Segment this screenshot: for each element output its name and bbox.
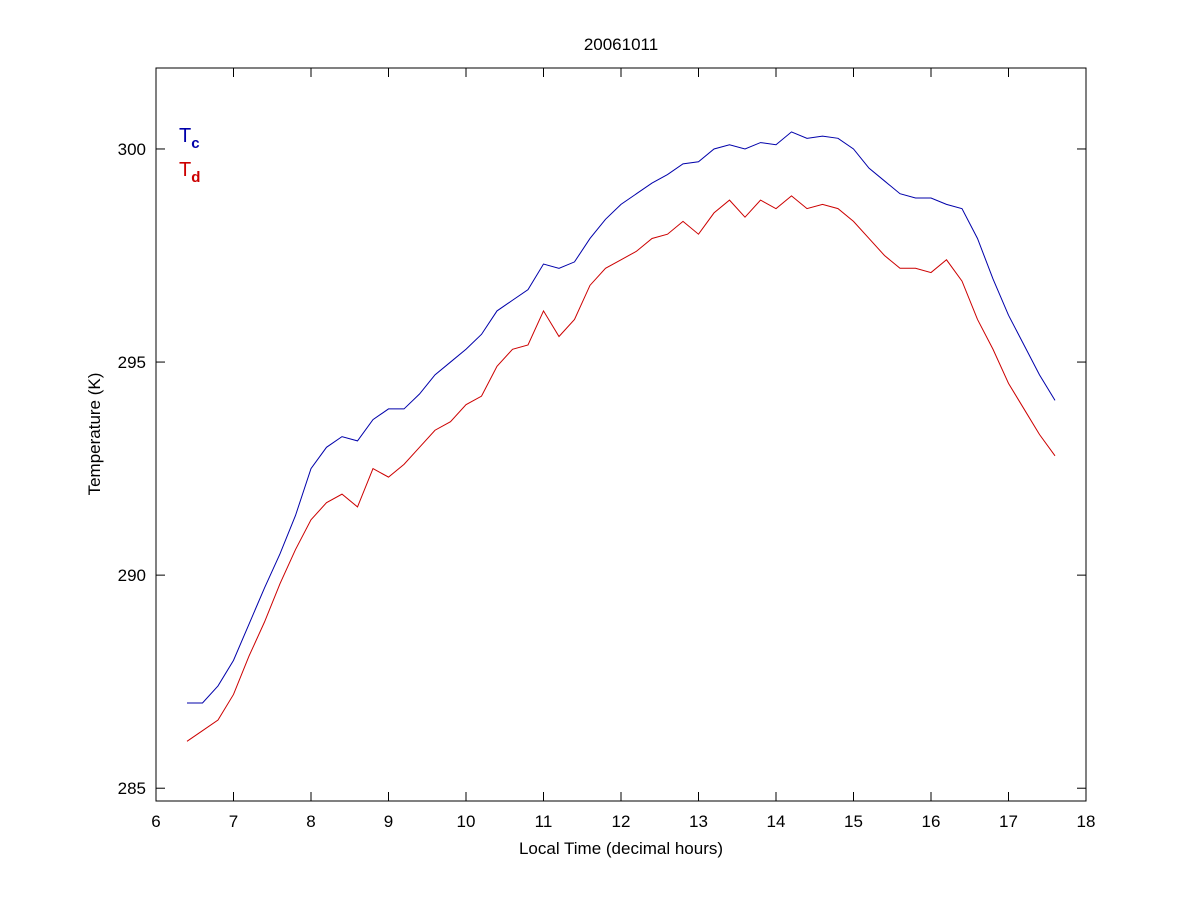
legend-name: T bbox=[179, 159, 191, 181]
x-tick-label: 12 bbox=[612, 812, 631, 831]
y-tick-label: 285 bbox=[118, 779, 146, 798]
x-tick-label: 9 bbox=[384, 812, 393, 831]
x-tick-label: 14 bbox=[767, 812, 786, 831]
y-tick-label: 300 bbox=[118, 140, 146, 159]
y-tick-label: 295 bbox=[118, 353, 146, 372]
x-tick-label: 18 bbox=[1077, 812, 1096, 831]
plot-area bbox=[155, 67, 1087, 802]
data-line bbox=[187, 131, 1056, 704]
x-tick-label: 6 bbox=[151, 812, 160, 831]
x-tick-label: 15 bbox=[844, 812, 863, 831]
x-tick-label: 8 bbox=[306, 812, 315, 831]
x-tick-label: 7 bbox=[229, 812, 238, 831]
x-tick-label: 13 bbox=[689, 812, 708, 831]
legend-entry: Td bbox=[179, 159, 200, 186]
legend-entry: Tc bbox=[179, 125, 200, 152]
x-tick-label: 17 bbox=[999, 812, 1018, 831]
x-tick-label: 10 bbox=[457, 812, 476, 831]
legend-name: T bbox=[179, 125, 191, 147]
chart-title: 20061011 bbox=[584, 35, 658, 54]
x-tick-label: 16 bbox=[922, 812, 941, 831]
x-axis-label: Local Time (decimal hours) bbox=[519, 839, 723, 858]
data-line bbox=[186, 195, 1056, 742]
legend-subscript: d bbox=[191, 169, 200, 186]
x-tick-label: 11 bbox=[535, 812, 553, 831]
y-tick-label: 290 bbox=[118, 566, 146, 585]
legend-subscript: c bbox=[191, 135, 199, 152]
y-axis-label: Temperature (K) bbox=[85, 373, 104, 496]
